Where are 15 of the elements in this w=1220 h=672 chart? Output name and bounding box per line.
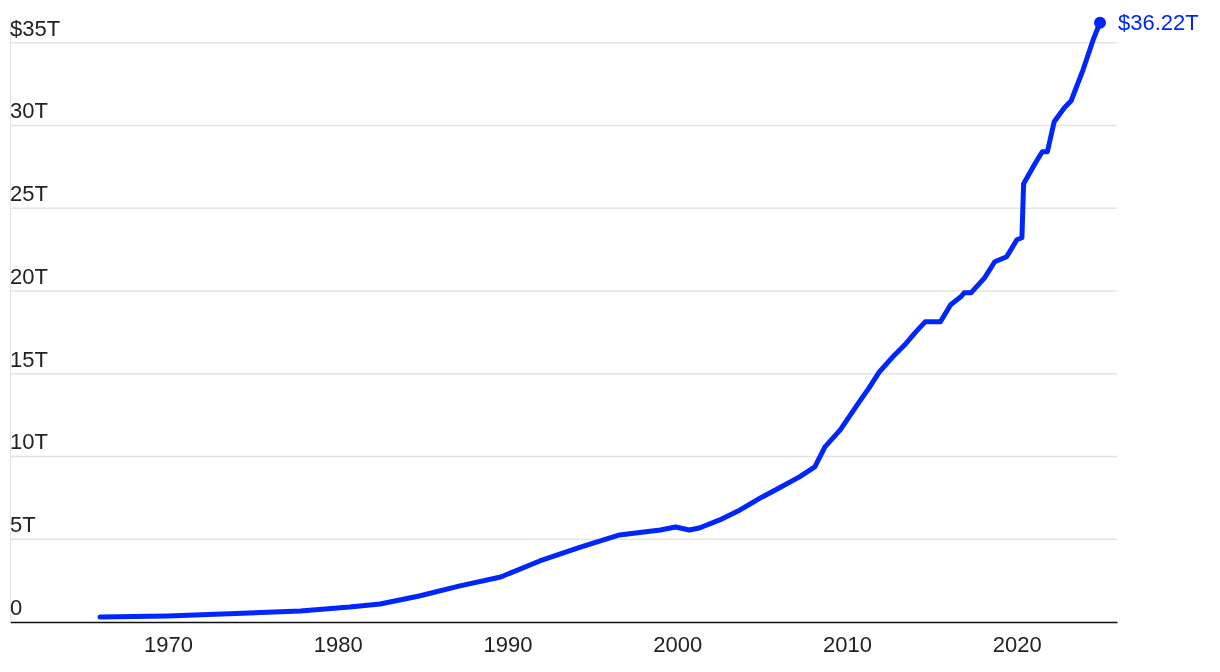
x-tick-label: 1970 [143, 631, 193, 657]
y-tick-label: 20T [10, 263, 48, 289]
y-tick-label: 0 [10, 594, 23, 620]
y-tick-label: 5T [10, 512, 36, 538]
x-tick-label: 2010 [823, 631, 873, 657]
x-tick-label: 2000 [653, 631, 703, 657]
x-tick-label: 1980 [313, 631, 363, 657]
y-tick-label: 10T [10, 429, 48, 455]
y-tick-label: 30T [10, 98, 48, 124]
x-tick-label: 2020 [992, 631, 1042, 657]
annotation: $36.22T [1118, 10, 1199, 36]
x-tick-label: 1990 [483, 631, 533, 657]
y-tick-label: 25T [10, 181, 48, 207]
y-tick-label: 15T [10, 346, 48, 372]
y-tick-label: $35T [10, 15, 61, 41]
